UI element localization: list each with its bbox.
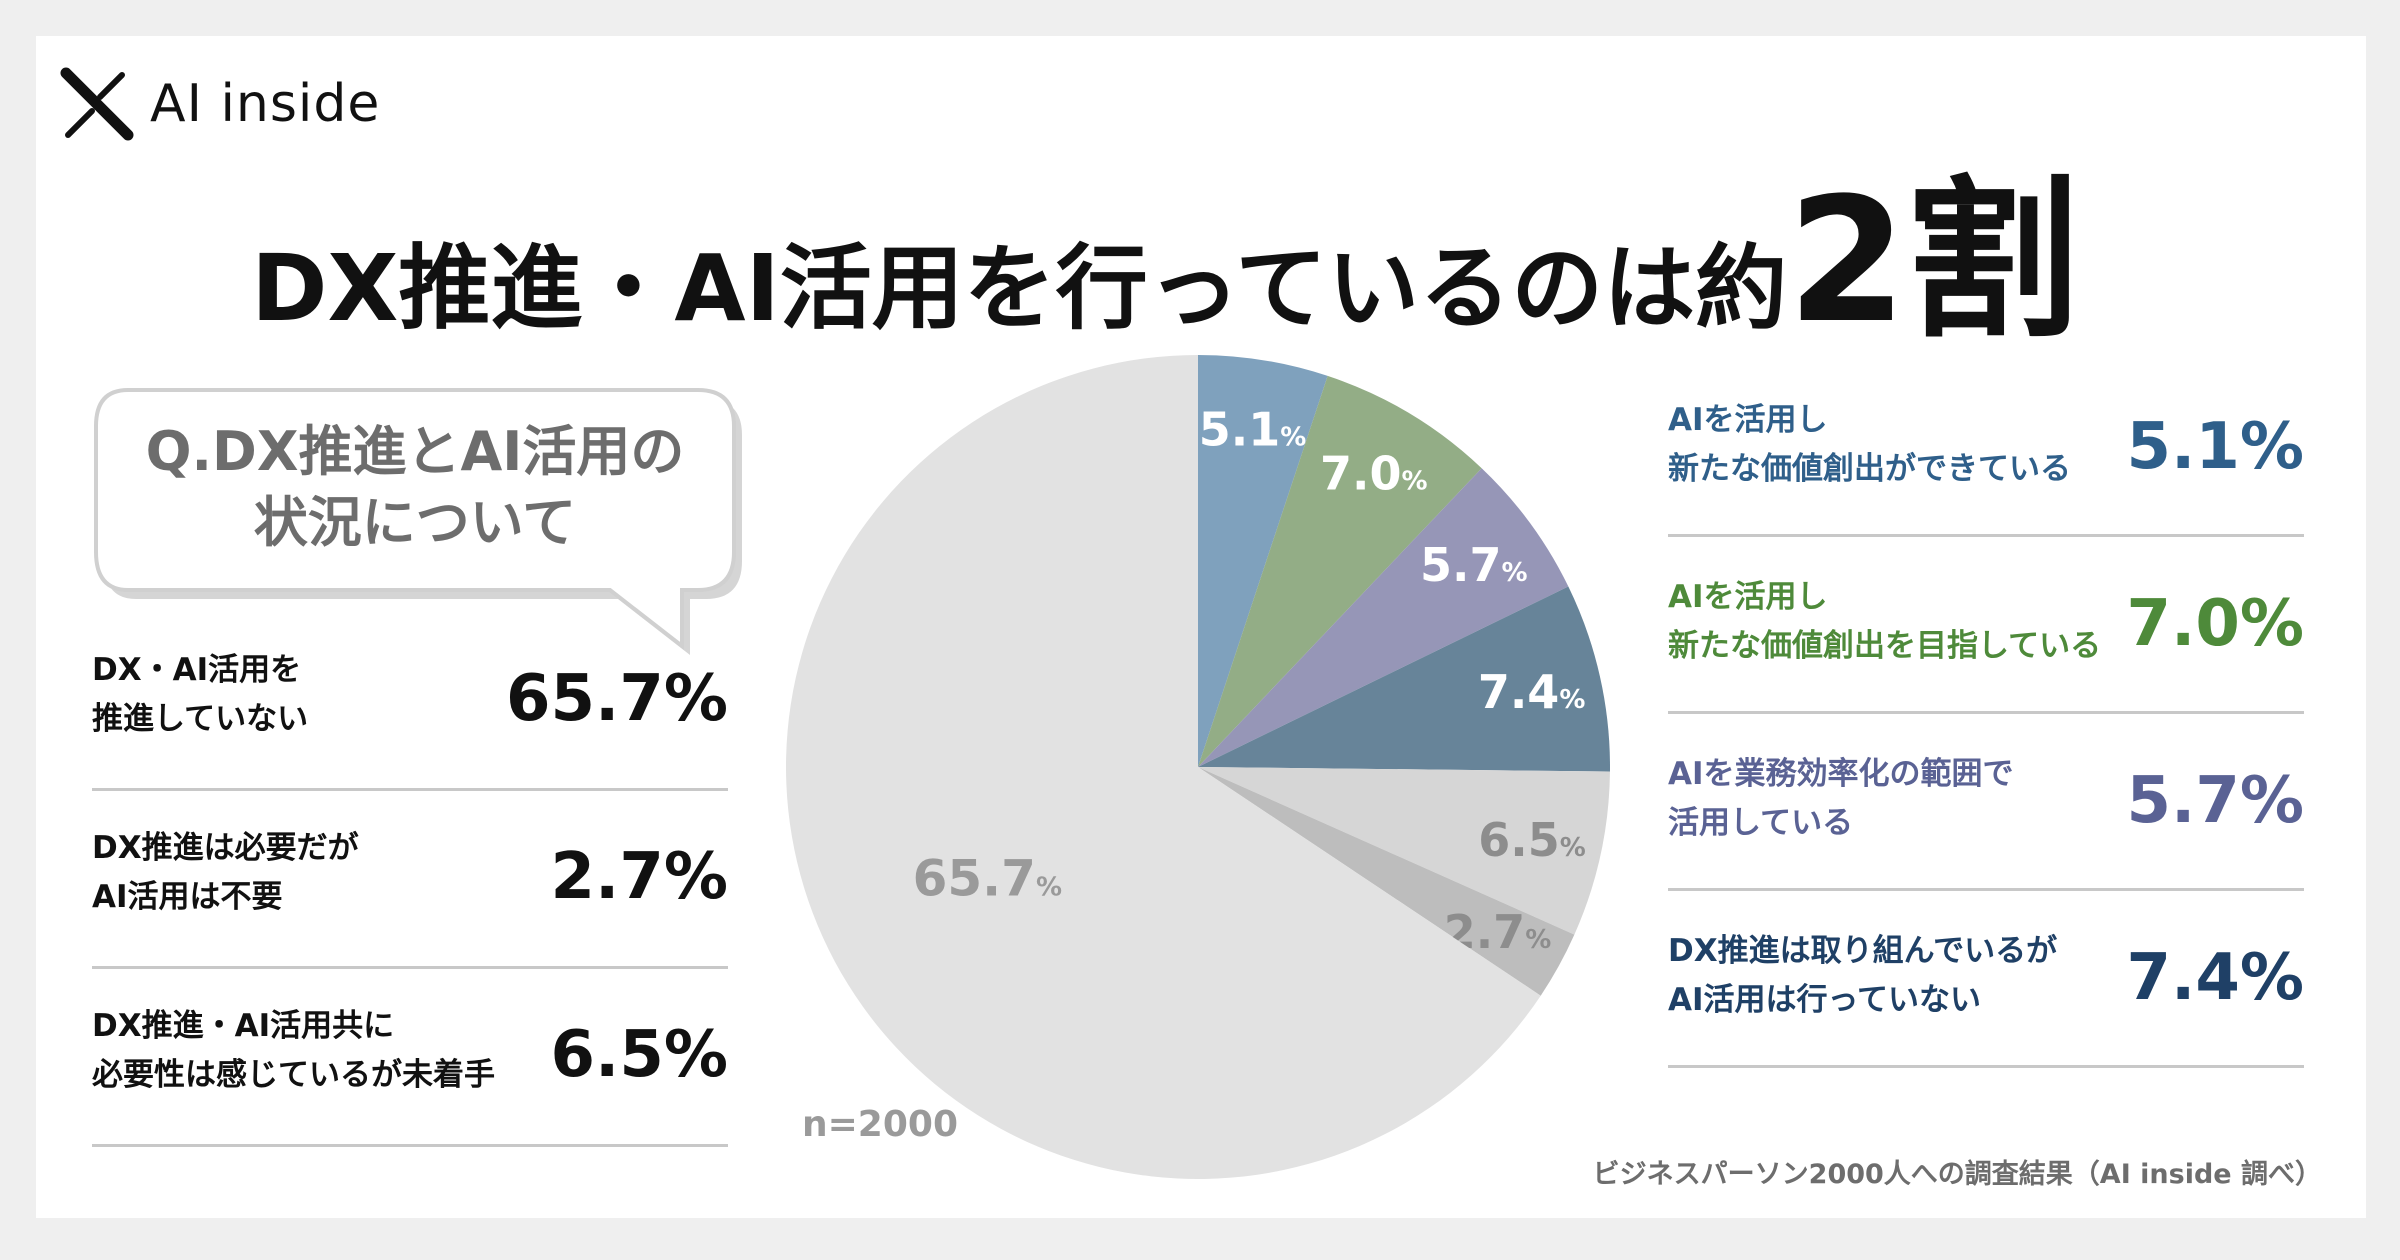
legend-label-line-1: AIを活用し xyxy=(1668,402,1828,438)
pie-slice-label-6: 2.7% xyxy=(1444,905,1552,959)
legend-value: 7.4% xyxy=(2126,941,2305,1015)
pie-slice-label-3: 5.7% xyxy=(1420,538,1528,592)
ai-inside-logo-icon xyxy=(60,67,134,141)
brand-name: AI inside xyxy=(150,74,381,134)
headline: DX推進・AI活用を行っているのは約2割 xyxy=(0,120,2330,370)
legend-value: 7.0% xyxy=(2126,587,2305,661)
legend-value: 5.7% xyxy=(2126,764,2305,838)
legend-label-line-2: 新たな価値創出ができている xyxy=(1668,450,2071,487)
legend-label: AIを活用し新たな価値創出を目指している xyxy=(1668,573,2101,671)
left-legend-row-2: DX推進は必要だが AI活用は不要 2.7% xyxy=(92,790,728,969)
legend-label-line-1: AIを業務効率化の範囲で xyxy=(1668,756,2014,792)
legend-value: 2.7% xyxy=(550,840,729,914)
pie-slice-label-1: 5.1% xyxy=(1199,402,1307,456)
legend-label-line-2: 推進していない xyxy=(92,700,309,737)
legend-label-line-1: AIを活用し xyxy=(1668,579,1828,615)
pie-slice-label-2: 7.0% xyxy=(1320,447,1428,501)
sample-size: n=2000 xyxy=(802,1104,958,1145)
legend-label: DX推進は必要だが AI活用は不要 xyxy=(92,824,359,922)
legend-label-line-2: 活用している xyxy=(1668,804,1854,841)
legend-label-line-2: 新たな価値創出を目指している xyxy=(1668,627,2102,664)
pie-slice-label-7: 65.7% xyxy=(913,850,1062,908)
left-legend-row-3: DX推進・AI活用共に必要性は感じているが未着手 6.5% xyxy=(92,968,728,1147)
legend-label-line-2: AI活用は行っていない xyxy=(1668,981,1981,1018)
question-text: Q.DX推進とAI活用の 状況について xyxy=(92,384,738,590)
question-line-1: Q.DX推進とAI活用の xyxy=(145,419,685,483)
legend-label: AIを活用し新たな価値創出ができている xyxy=(1668,396,2071,494)
pie-slice-3 xyxy=(1198,468,1569,767)
legend-label-line-1: DX推進は取り組んでいるが xyxy=(1668,933,2058,969)
legend-label-line-1: DX・AI活用を xyxy=(92,652,302,688)
legend-label: AIを業務効率化の範囲で 活用している xyxy=(1668,750,2014,848)
source-note: ビジネスパーソン2000人への調査結果（AI inside 調べ） xyxy=(1592,1159,2322,1190)
right-legend-row-4: DX推進は取り組んでいるが AI活用は行っていない 7.4% xyxy=(1668,889,2304,1068)
legend-value: 5.1% xyxy=(2126,410,2305,484)
headline-emphasis: 2割 xyxy=(1787,160,2079,361)
right-legend-row-3: AIを業務効率化の範囲で 活用している 5.7% xyxy=(1668,712,2304,891)
question-line-2: 状況について xyxy=(253,491,577,554)
legend-value: 6.5% xyxy=(550,1018,729,1092)
speech-bubble-shape xyxy=(94,388,742,655)
legend-label: DX推進は取り組んでいるが AI活用は行っていない xyxy=(1668,927,2057,1025)
legend-label: DX・AI活用を 推進していない xyxy=(92,646,308,744)
legend-label-line-2: 必要性は感じているが未着手 xyxy=(92,1056,495,1093)
right-legend-row-1: AIを活用し新たな価値創出ができている 5.1% xyxy=(1668,358,2304,537)
legend-label: DX推進・AI活用共に必要性は感じているが未着手 xyxy=(92,1002,495,1100)
pie-slice-6 xyxy=(1198,767,1575,996)
pie-slice-2 xyxy=(1198,375,1482,767)
legend-label-line-1: DX推進は必要だが xyxy=(92,830,359,866)
legend-value: 65.7% xyxy=(505,662,728,736)
pie-slice-label-5: 6.5% xyxy=(1478,813,1586,867)
legend-label-line-2: AI活用は不要 xyxy=(92,878,283,915)
legend-label-line-1: DX推進・AI活用共に xyxy=(92,1008,395,1044)
pie-slice-7 xyxy=(785,355,1541,1179)
headline-main: DX推進・AI活用を行っているのは約 xyxy=(251,235,1788,342)
right-legend-row-2: AIを活用し新たな価値創出を目指している 7.0% xyxy=(1668,535,2304,714)
pie-slice-label-4: 7.4% xyxy=(1478,665,1586,719)
left-legend-row-1: DX・AI活用を 推進していない 65.7% xyxy=(92,612,728,791)
pie-slice-5 xyxy=(1198,767,1610,935)
question-bubble: Q.DX推進とAI活用の 状況について xyxy=(92,384,742,655)
pie-slice-1 xyxy=(1198,355,1328,767)
pie-slice-4 xyxy=(1198,586,1610,772)
brand-logo: AI inside xyxy=(60,64,380,144)
